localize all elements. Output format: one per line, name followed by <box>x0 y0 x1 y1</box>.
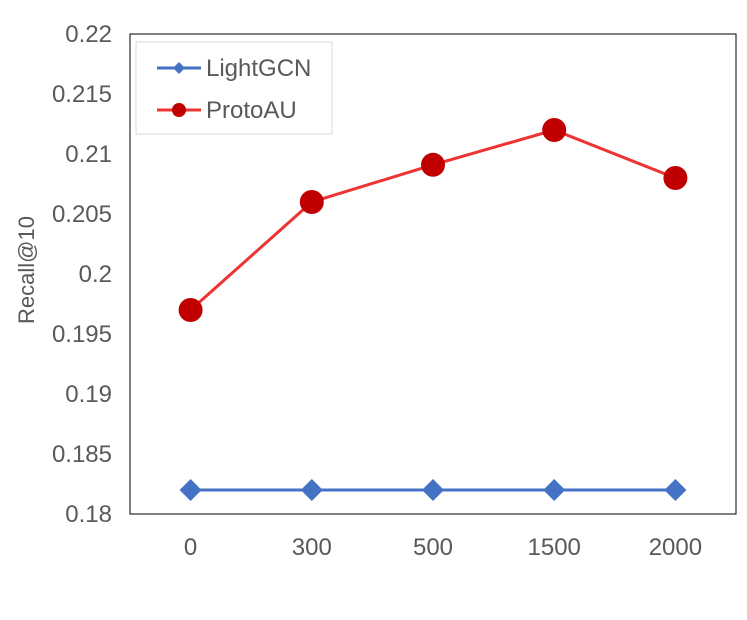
data-point-marker <box>664 479 687 501</box>
y-tick-label: 0.2 <box>79 261 112 288</box>
y-tick-label: 0.18 <box>65 501 112 528</box>
series-protoau <box>178 118 688 322</box>
plot-area-frame <box>129 33 737 515</box>
y-tick-label: 0.195 <box>52 321 112 348</box>
legend-marker-swatch <box>173 62 185 74</box>
x-tick-label: 0 <box>184 534 197 561</box>
y-tick-label: 0.215 <box>52 81 112 108</box>
legend: LightGCN ProtoAU <box>135 41 333 135</box>
data-point-marker <box>422 479 444 501</box>
data-point-marker <box>663 166 688 190</box>
data-point-marker <box>299 190 324 214</box>
series-layer <box>178 118 688 501</box>
data-point-marker <box>421 152 445 177</box>
data-point-marker <box>179 479 202 501</box>
x-tick-label: 2000 <box>649 534 702 561</box>
y-tick-label: 0.21 <box>65 141 112 168</box>
legend-entry: ProtoAU <box>157 97 297 124</box>
x-tick-label: 1500 <box>528 534 581 561</box>
legend-label: ProtoAU <box>206 97 297 124</box>
x-tick-label: 300 <box>292 534 332 561</box>
y-axis-tick-labels: 0.18 0.185 0.19 0.195 0.2 0.205 0.21 0.215 0.22 <box>52 21 112 528</box>
legend-box <box>135 41 333 135</box>
data-point-marker <box>543 479 566 501</box>
y-tick-label: 0.22 <box>65 21 112 48</box>
y-tick-label: 0.19 <box>65 381 112 408</box>
data-point-marker <box>542 118 567 142</box>
legend-entry: LightGCN <box>157 55 311 82</box>
legend-label: LightGCN <box>206 55 311 82</box>
y-tick-label: 0.205 <box>52 201 112 228</box>
series-lightgcn <box>179 479 687 501</box>
y-axis-label: Recall@10 <box>14 216 39 324</box>
x-tick-label: 500 <box>413 534 453 561</box>
data-point-marker <box>178 298 203 322</box>
x-axis-tick-labels: 0 300 500 1500 2000 <box>184 534 702 561</box>
data-point-marker <box>300 479 323 501</box>
y-tick-label: 0.185 <box>52 441 112 468</box>
legend-marker-swatch <box>172 103 186 117</box>
